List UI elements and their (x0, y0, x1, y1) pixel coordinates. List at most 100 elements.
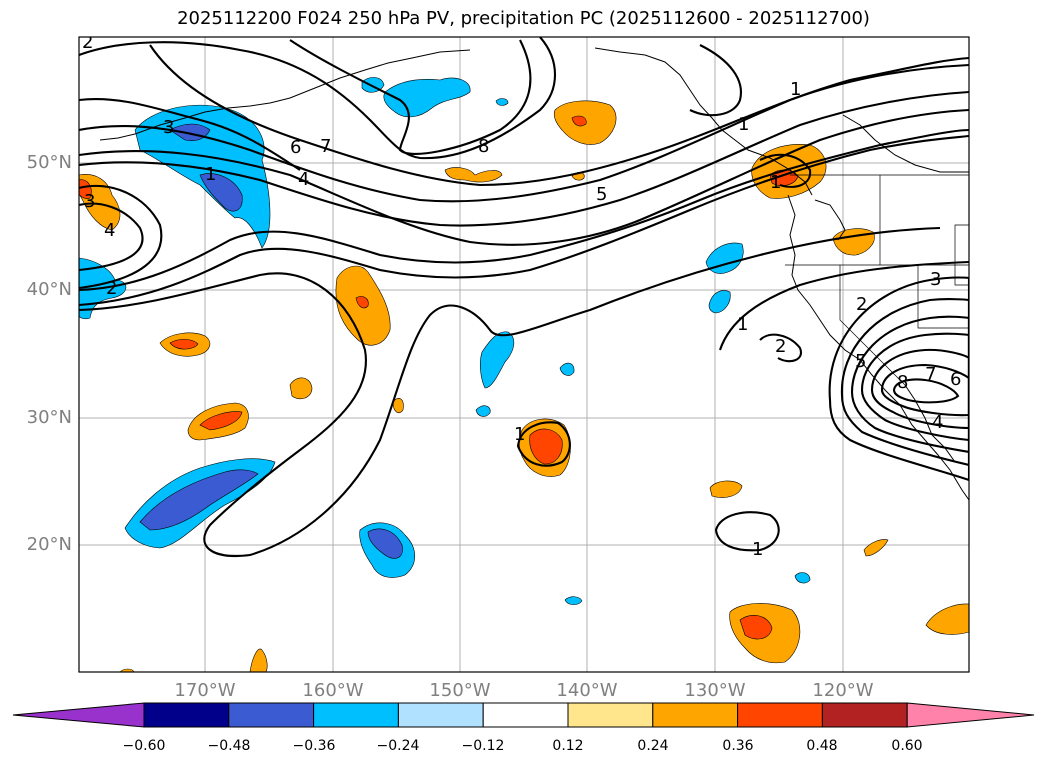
lon-label-150w: 150°W (429, 680, 491, 701)
contour-label: 1 (514, 424, 525, 445)
pos-area-far-se (925, 603, 969, 635)
contour-label: 1 (738, 114, 749, 135)
pos-area-subtropical-low-core (529, 428, 563, 465)
map-frame (78, 36, 970, 673)
neg-area-small-d (794, 572, 811, 584)
colorbar-tick: −0.12 (461, 738, 505, 754)
contour-label: 3 (84, 191, 95, 212)
contour-label: 7 (320, 136, 331, 157)
contour-label: 2 (856, 294, 867, 315)
colorbar-segment (567, 702, 654, 728)
pos-area-se-core (739, 615, 773, 640)
colorbar-segment (143, 702, 230, 728)
contour-label: 1 (737, 314, 748, 335)
lat-label-40n: 40°N (26, 279, 72, 300)
pos-area-small-d (863, 539, 889, 557)
pos-area-50n-core (571, 115, 587, 127)
contour-label: 1 (770, 172, 781, 193)
contour-label: 1 (752, 539, 763, 560)
colorbar-tick: 0.48 (806, 738, 838, 754)
pv-contour-west-4 (79, 202, 144, 272)
contour-label: 7 (925, 364, 936, 385)
contour-label: 2 (775, 336, 786, 357)
colorbar-segment (652, 702, 739, 728)
negative-precip-areas (79, 77, 811, 605)
colorbar-tick: 0.36 (722, 738, 754, 754)
colorbar-extend-high (906, 702, 1035, 728)
lat-label-50n: 50°N (26, 152, 72, 173)
colorbar-tick: 0.24 (637, 738, 669, 754)
colorbar-segment (397, 702, 484, 728)
pv-contour-2-east (759, 333, 803, 363)
neg-area-sw-band-core (139, 469, 259, 531)
lon-label-170w: 170°W (174, 680, 236, 701)
pos-area-small-a (392, 397, 404, 414)
lon-label-130w: 130°W (684, 680, 746, 701)
neg-area-small-b (559, 362, 575, 376)
contour-label: 8 (478, 136, 489, 157)
pv-ring-5 (870, 348, 969, 430)
contour-label: 2 (106, 278, 117, 299)
pos-area-36n-core (169, 339, 199, 350)
pos-area-west-edge-core (79, 179, 92, 199)
contour-label: 6 (290, 137, 301, 158)
state-borders (785, 174, 969, 386)
pv-contours (79, 37, 969, 557)
contour-label: 3 (930, 269, 941, 290)
pv-contour-jet-7 (149, 44, 969, 187)
lat-label-30n: 30°N (26, 407, 72, 428)
lon-label-160w: 160°W (302, 680, 364, 701)
pv-ring-4 (860, 332, 969, 442)
colorbar-tick: 0.60 (891, 738, 923, 754)
pos-area-small-c (709, 480, 743, 498)
pv-ring-6 (880, 363, 969, 417)
contour-label: 2 (82, 32, 93, 53)
contour-label: 3 (163, 117, 174, 138)
pv-contour-8 (289, 39, 532, 155)
pv-contour-1-loop (714, 511, 780, 552)
pos-area-bottom-a (249, 648, 268, 672)
pv-contour-1-north-east (689, 44, 742, 117)
colorbar-segment (228, 702, 315, 728)
neg-area-small-e (564, 596, 583, 605)
pos-area-small-b (444, 167, 503, 183)
neg-area-hawaii-core (367, 528, 403, 559)
neg-area-east-b (708, 290, 731, 314)
pv-contour-1-lowcenter (516, 421, 571, 467)
pos-area-32n (289, 377, 313, 400)
colorbar-extend-low (12, 702, 145, 728)
pv-contour-jet-4 (79, 108, 969, 246)
contour-label: 1 (205, 164, 216, 185)
contour-label: 1 (790, 79, 801, 100)
lon-label-120w: 120°W (812, 680, 874, 701)
colorbar-segment (737, 702, 823, 728)
lon-label-140w: 140°W (556, 680, 618, 701)
contour-label: 4 (932, 412, 943, 433)
colorbar-tick: 0.12 (552, 738, 584, 754)
pv-contour-1-coast (759, 153, 812, 188)
pv-contour-jet-2 (79, 128, 969, 292)
colorbar-tick: −0.24 (376, 738, 420, 754)
contour-label: 6 (950, 369, 961, 390)
map-area: 2 3 1 3 4 2 6 7 4 8 5 1 1 2 3 1 1 5 8 7 … (79, 32, 969, 672)
map-title: 2025112200 F024 250 hPa PV, precipitatio… (177, 8, 870, 29)
pv-contour-jet-5 (79, 90, 969, 227)
contour-label: 4 (298, 169, 309, 190)
neg-area-mid-pacific (480, 331, 515, 389)
contour-label: 4 (104, 220, 115, 241)
colorbar-tick: −0.60 (122, 738, 166, 754)
pv-ring-7 (892, 378, 960, 404)
neg-area-aleutian-core (169, 123, 243, 212)
neg-area-small-c (475, 405, 491, 417)
contour-label: 8 (897, 372, 908, 393)
pos-area-28n-core (199, 411, 243, 431)
pv-contour-2-aleutian (79, 98, 301, 171)
pv-contour-jet-3 (79, 134, 969, 307)
lat-label-20n: 20°N (26, 534, 72, 555)
contour-label: 5 (855, 351, 866, 372)
colorbar (12, 702, 1035, 728)
contour-labels: 2 3 1 3 4 2 6 7 4 8 5 1 1 2 3 1 1 5 8 7 … (82, 32, 961, 560)
colorbar-tick: −0.36 (292, 738, 336, 754)
pv-contour-west-3 (79, 184, 163, 290)
neg-area-east-a (705, 242, 744, 274)
